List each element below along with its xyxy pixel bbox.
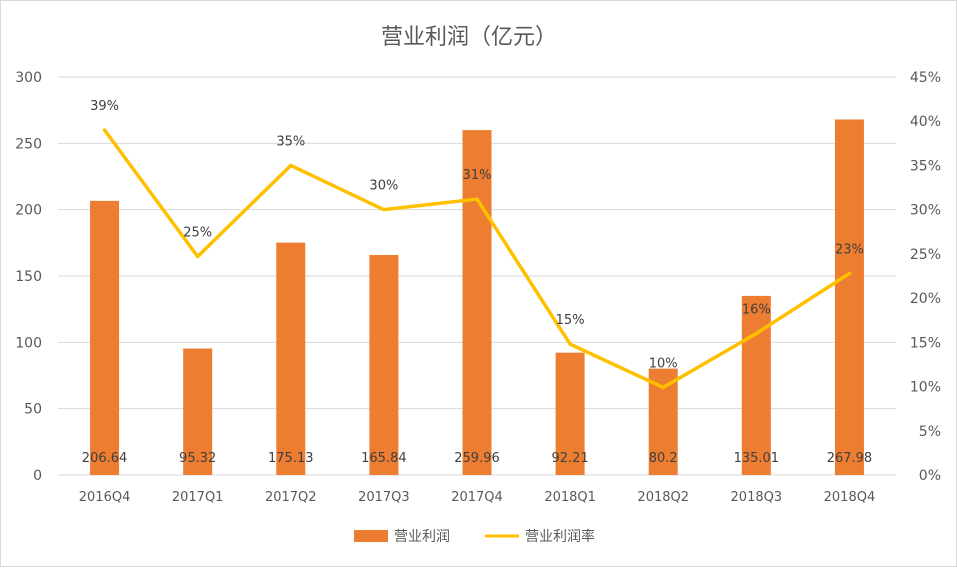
left-tick-label: 250 xyxy=(15,136,42,152)
category-label: 2016Q4 xyxy=(79,490,131,505)
line-value-label: 30% xyxy=(369,179,398,194)
legend: 营业利润 营业利润率 xyxy=(354,528,595,545)
line-value-label: 25% xyxy=(183,226,212,241)
bar xyxy=(462,130,492,475)
category-label: 2017Q3 xyxy=(358,490,410,505)
bar-value-label: 80.2 xyxy=(649,451,678,466)
bar xyxy=(276,242,306,475)
bar-value-label: 95.32 xyxy=(179,451,216,466)
left-tick-label: 0 xyxy=(33,468,42,484)
line-value-label: 16% xyxy=(742,302,771,317)
line-value-label: 23% xyxy=(835,242,864,257)
category-label: 2018Q1 xyxy=(544,490,596,505)
bar-value-label: 259.96 xyxy=(454,451,500,466)
line-value-label: 10% xyxy=(649,356,678,371)
bar xyxy=(369,254,399,475)
right-tick-label: 45% xyxy=(910,70,941,86)
line-point xyxy=(289,163,293,167)
line-point xyxy=(103,128,107,132)
right-tick-label: 35% xyxy=(910,158,941,174)
left-tick-label: 50 xyxy=(24,402,42,418)
bar xyxy=(741,295,771,475)
right-tick-label: 40% xyxy=(910,114,941,130)
bar-value-label: 135.01 xyxy=(734,451,780,466)
bar-value-label: 206.64 xyxy=(82,451,128,466)
bar-value-label: 175.13 xyxy=(268,451,314,466)
right-tick-label: 20% xyxy=(910,291,941,307)
left-tick-label: 300 xyxy=(15,70,42,86)
line-point xyxy=(475,197,479,201)
bar-value-label: 165.84 xyxy=(361,451,407,466)
line-value-label: 15% xyxy=(556,313,585,328)
left-tick-label: 150 xyxy=(15,269,42,285)
left-tick-label: 200 xyxy=(15,203,42,219)
right-tick-label: 5% xyxy=(919,424,941,440)
bar-value-label: 92.21 xyxy=(552,451,589,466)
bar xyxy=(90,200,120,475)
line-series xyxy=(102,128,852,390)
data-labels: 206.64 95.32 175.13 165.84 259.96 92.21 80.2 13… xyxy=(82,99,872,466)
category-label: 2018Q4 xyxy=(824,490,876,505)
right-tick-label: 30% xyxy=(910,203,941,219)
line-point xyxy=(847,271,851,275)
line-value-label: 39% xyxy=(90,99,119,114)
line-point xyxy=(568,342,572,346)
line-point xyxy=(661,385,665,389)
left-axis-ticks: 0 50 100 150 200 250 300 xyxy=(15,70,42,484)
line-point xyxy=(196,255,200,259)
bar-value-label: 267.98 xyxy=(827,451,873,466)
legend-swatch-bar xyxy=(354,530,388,542)
line-value-label: 35% xyxy=(276,134,305,149)
right-tick-label: 0% xyxy=(919,468,941,484)
right-axis-ticks: 0% 5% 10% 15% 20% 25% 30% 35% 40% 45% xyxy=(910,70,941,484)
category-label: 2018Q3 xyxy=(731,490,783,505)
legend-label-line: 营业利润率 xyxy=(525,528,595,545)
right-tick-label: 10% xyxy=(910,380,941,396)
bar xyxy=(183,348,213,475)
category-label: 2017Q4 xyxy=(451,490,503,505)
bar-series xyxy=(90,119,864,476)
line-value-label: 31% xyxy=(463,168,492,183)
category-label: 2017Q2 xyxy=(265,490,317,505)
right-tick-label: 15% xyxy=(910,335,941,351)
line-point xyxy=(382,208,386,212)
category-label: 2018Q2 xyxy=(637,490,689,505)
bar xyxy=(834,119,864,476)
right-tick-label: 25% xyxy=(910,247,941,263)
left-tick-label: 100 xyxy=(15,335,42,351)
category-label: 2017Q1 xyxy=(172,490,224,505)
bar xyxy=(555,352,585,475)
line-point xyxy=(754,331,758,335)
category-axis-labels: 2016Q4 2017Q1 2017Q2 2017Q3 2017Q4 2018Q1 2018… xyxy=(79,490,875,505)
chart-title: 营业利润（亿元） xyxy=(381,25,557,50)
legend-label-bar: 营业利润 xyxy=(394,529,450,545)
